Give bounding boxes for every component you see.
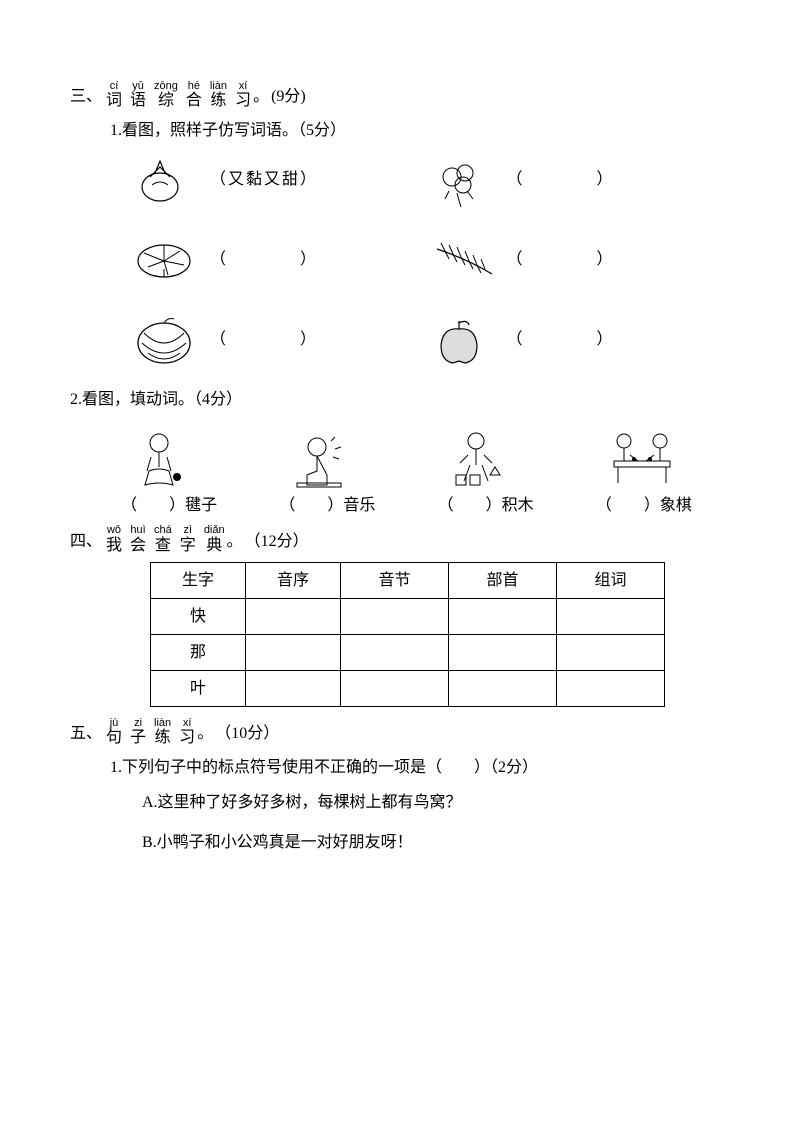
ruby-char: zì字 bbox=[180, 524, 196, 554]
shuttlecock-icon bbox=[129, 427, 209, 489]
answer-blank[interactable]: （ ） bbox=[507, 167, 615, 193]
table-cell-blank[interactable] bbox=[246, 635, 341, 671]
section-4-num: 四、 bbox=[70, 529, 102, 555]
q-3-2-text: 2.看图，填动词。（4分） bbox=[70, 387, 723, 413]
table-cell-blank[interactable] bbox=[341, 635, 449, 671]
table-header: 生字 bbox=[151, 563, 246, 599]
table-cell-blank[interactable] bbox=[557, 671, 665, 707]
picture-grid-3-1: （又黏又甜） （ ） （ ） （ ） （ ） （ ） bbox=[130, 149, 723, 371]
table-header: 音序 bbox=[246, 563, 341, 599]
ruby-char: jù句 bbox=[106, 717, 122, 747]
section-5-num: 五、 bbox=[70, 721, 102, 747]
section-4-title: wǒ我 huì会 chá查 zì字 diǎn典 bbox=[106, 524, 225, 554]
table-cell-blank[interactable] bbox=[341, 599, 449, 635]
table-header: 部首 bbox=[449, 563, 557, 599]
q-5-1-opt-a: A.这里种了好多好多树，每棵树上都有鸟窝？ bbox=[142, 790, 723, 816]
section-3-points: (9分) bbox=[271, 84, 306, 110]
ruby-char: huì会 bbox=[130, 524, 146, 554]
table-cell-char: 那 bbox=[151, 635, 246, 671]
section-4-points: （12分） bbox=[245, 529, 309, 555]
ruby-char: xí习 bbox=[235, 80, 251, 110]
answer-blank[interactable]: （ ） bbox=[210, 327, 318, 353]
table-cell-blank[interactable] bbox=[341, 671, 449, 707]
table-row: 叶 bbox=[151, 671, 665, 707]
apple-icon bbox=[427, 309, 497, 371]
table-header: 组词 bbox=[557, 563, 665, 599]
section-5-title: jù句 zi子 liàn练 xí习 bbox=[106, 717, 195, 747]
chess-icon bbox=[604, 427, 684, 489]
section-4-header: 四、 wǒ我 huì会 chá查 zì字 diǎn典 。 （12分） bbox=[70, 524, 723, 554]
section-3-title: cí词 yǔ语 zōng综 hé合 liàn练 xí习 bbox=[106, 80, 251, 110]
pic-cell: （ ） bbox=[427, 149, 724, 211]
answer-blank[interactable]: （ ） bbox=[507, 327, 615, 353]
section-4-punct: 。 bbox=[227, 529, 243, 555]
pic-cell: （又黏又甜） bbox=[130, 149, 427, 211]
answer-blank[interactable]: （又黏又甜） bbox=[210, 167, 318, 193]
section-3-num: 三、 bbox=[70, 84, 102, 110]
action-cell: （ ）积木 bbox=[438, 427, 534, 519]
music-icon bbox=[287, 427, 367, 489]
pic-cell: （ ） bbox=[427, 229, 724, 291]
table-cell-blank[interactable] bbox=[246, 671, 341, 707]
ruby-char: liàn练 bbox=[210, 80, 227, 110]
table-cell-char: 叶 bbox=[151, 671, 246, 707]
section-5-points: （10分） bbox=[215, 721, 279, 747]
pic-cell: （ ） bbox=[130, 309, 427, 371]
table-cell-blank[interactable] bbox=[449, 599, 557, 635]
cotton-icon bbox=[427, 149, 497, 211]
ruby-char: xí习 bbox=[179, 717, 195, 747]
answer-blank[interactable]: （ ） bbox=[507, 247, 615, 273]
action-cell: （ ）象棋 bbox=[596, 427, 692, 519]
pic-cell: （ ） bbox=[130, 229, 427, 291]
action-cell: （ ）音乐 bbox=[279, 427, 375, 519]
pic-cell: （ ） bbox=[427, 309, 724, 371]
action-label[interactable]: （ ）象棋 bbox=[596, 493, 692, 519]
ruby-char: diǎn典 bbox=[204, 524, 225, 554]
persimmon-icon bbox=[130, 149, 200, 211]
action-label[interactable]: （ ）音乐 bbox=[279, 493, 375, 519]
table-cell-char: 快 bbox=[151, 599, 246, 635]
section-5-punct: 。 bbox=[197, 721, 213, 747]
lotus-leaf-icon bbox=[130, 229, 200, 291]
ruby-char: zōng综 bbox=[154, 80, 178, 110]
section-3-header: 三、 cí词 yǔ语 zōng综 hé合 liàn练 xí习 。 (9分) bbox=[70, 80, 723, 110]
action-row-3-2: （ ）毽子 （ ）音乐 （ ）积木 （ ）象棋 bbox=[90, 427, 723, 519]
answer-blank[interactable]: （ ） bbox=[210, 247, 318, 273]
action-label[interactable]: （ ）积木 bbox=[438, 493, 534, 519]
ruby-char: chá查 bbox=[154, 524, 172, 554]
ruby-char: hé合 bbox=[186, 80, 202, 110]
q-3-1-text: 1.看图，照样子仿写词语。（5分） bbox=[110, 118, 723, 144]
section-5-header: 五、 jù句 zi子 liàn练 xí习 。 （10分） bbox=[70, 717, 723, 747]
table-cell-blank[interactable] bbox=[557, 635, 665, 671]
rice-ear-icon bbox=[427, 229, 497, 291]
action-cell: （ ）毽子 bbox=[121, 427, 217, 519]
table-row: 快 bbox=[151, 599, 665, 635]
table-header: 音节 bbox=[341, 563, 449, 599]
ruby-char: zi子 bbox=[130, 717, 146, 747]
ruby-char: cí词 bbox=[106, 80, 122, 110]
table-row: 那 bbox=[151, 635, 665, 671]
table-cell-blank[interactable] bbox=[557, 599, 665, 635]
ruby-char: yǔ语 bbox=[130, 80, 146, 110]
table-cell-blank[interactable] bbox=[449, 671, 557, 707]
blocks-icon bbox=[446, 427, 526, 489]
q-5-1-opt-b: B.小鸭子和小公鸡真是一对好朋友呀！ bbox=[142, 830, 723, 856]
q-5-1-text: 1.下列句子中的标点符号使用不正确的一项是（ ）（2分） bbox=[110, 755, 723, 781]
ruby-char: wǒ我 bbox=[106, 524, 122, 554]
ruby-char: liàn练 bbox=[154, 717, 171, 747]
section-3-punct: 。 bbox=[253, 84, 269, 110]
action-label[interactable]: （ ）毽子 bbox=[121, 493, 217, 519]
table-cell-blank[interactable] bbox=[449, 635, 557, 671]
table-cell-blank[interactable] bbox=[246, 599, 341, 635]
watermelon-icon bbox=[130, 309, 200, 371]
dictionary-table: 生字音序音节部首组词快那叶 bbox=[150, 562, 665, 707]
